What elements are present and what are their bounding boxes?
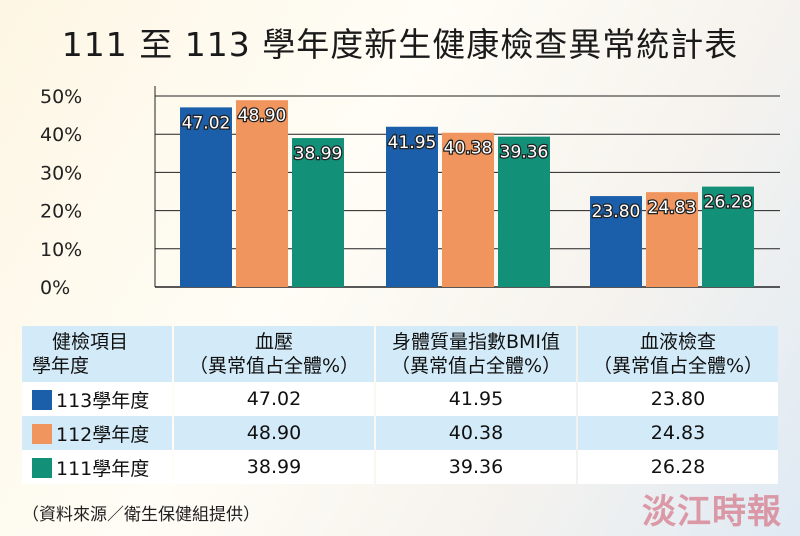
row-label: 112學年度 [22,416,172,450]
header-col: 血壓 （異常值占全體%） [174,326,374,382]
bar [180,107,232,287]
bar [386,126,438,287]
corner-header: 健檢項目 學年度 [22,326,172,382]
legend-swatch [32,423,52,444]
y-tick-label: 50% [40,86,82,108]
header-label: 身體質量指數BMI值 [391,331,561,353]
data-label: 48.90 [238,106,287,126]
table-row: 111學年度 38.99 39.36 26.28 [22,450,778,484]
y-tick-label: 30% [40,162,82,184]
data-label: 24.83 [648,198,697,218]
legend-swatch [32,389,52,410]
header-label: 血液檢查 [639,331,716,353]
bar-chart: 0% 10% 20% 30% 40% 50% 47.02 48.90 38.99 41.95 40.… [40,86,780,299]
bar [646,192,698,287]
table-row: 112學年度 48.90 40.38 24.83 [22,416,778,450]
table-cell: 40.38 [376,416,576,450]
table-header-row: 健檢項目 學年度 血壓 （異常值占全體%） 身體質量指數BMI值 （異常值占全體%） … [22,326,778,382]
table-cell: 23.80 [578,382,778,416]
table-cell: 24.83 [578,416,778,450]
header-sub: （異常值占全體%） [188,355,360,377]
row-label: 113學年度 [22,382,172,416]
header-item: 健檢項目 [52,331,129,353]
table-cell: 38.99 [174,450,374,484]
bar [498,136,550,287]
data-label: 39.36 [500,143,549,163]
header-sub: （異常值占全體%） [390,355,562,377]
bar [292,138,344,287]
table-row: 113學年度 47.02 41.95 23.80 [22,382,778,416]
data-table: 健檢項目 學年度 血壓 （異常值占全體%） 身體質量指數BMI值 （異常值占全體%） … [20,326,780,484]
source-note: （資料來源／衛生保健組提供） [22,505,260,525]
y-tick-label: 0% [40,277,70,299]
data-label: 40.38 [444,139,493,159]
table-cell: 48.90 [174,416,374,450]
data-label: 47.02 [182,113,231,133]
header-col: 血液檢查 （異常值占全體%） [578,326,778,382]
chart-title: 111 至 113 學年度新生健康檢查異常統計表 [61,25,739,64]
header-label: 血壓 [254,331,293,353]
bar [236,100,288,288]
year-label: 113學年度 [56,389,150,412]
legend-swatch [32,457,52,478]
data-label: 23.80 [592,202,641,222]
table-cell: 39.36 [376,450,576,484]
header-year: 學年度 [32,355,90,377]
row-label: 111學年度 [22,450,172,484]
table-cell: 41.95 [376,382,576,416]
bar [702,186,754,287]
y-tick-label: 40% [40,124,82,146]
header-col: 身體質量指數BMI值 （異常值占全體%） [376,326,576,382]
header-sub: （異常值占全體%） [592,355,764,377]
data-label: 38.99 [294,144,343,164]
year-label: 111學年度 [56,457,150,480]
logo: 淡江時報 [642,492,782,532]
data-label: 26.28 [704,193,753,213]
table-cell: 47.02 [174,382,374,416]
y-tick-label: 20% [40,201,82,223]
data-label: 41.95 [388,133,437,153]
year-label: 112學年度 [56,423,150,446]
table-cell: 26.28 [578,450,778,484]
bar [442,132,494,287]
y-tick-label: 10% [40,239,82,261]
bar [590,196,642,287]
